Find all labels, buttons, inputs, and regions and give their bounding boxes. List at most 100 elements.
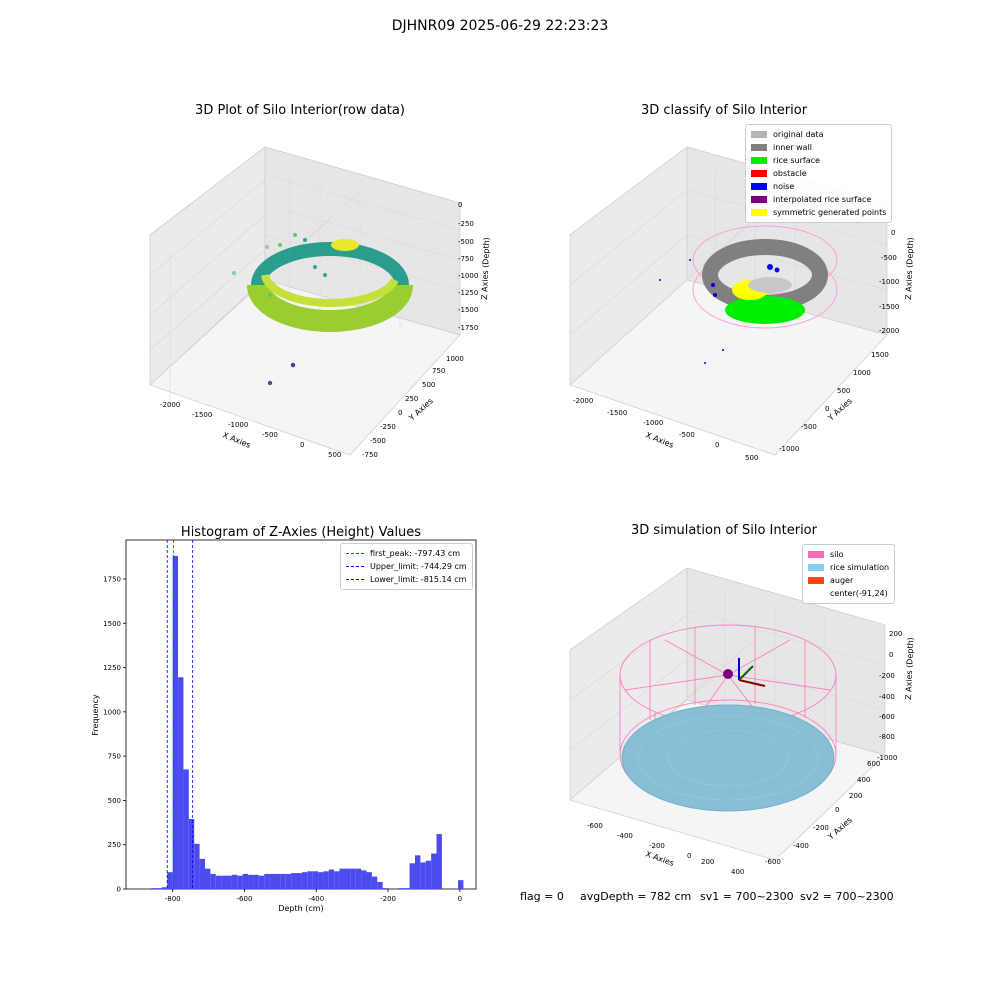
z-tick-label: -2000 [879,327,899,335]
simulation-y-ticks: -600 -400 -200 0 200 400 600 [765,760,880,866]
histogram-bar [264,873,270,889]
legend-item: interpolated rice surface [751,193,886,206]
histogram-bar [361,870,367,889]
histogram-chart: Histogram of Z-Axies (Height) Values -80… [91,525,477,913]
classify-point-cloud [659,225,838,364]
y-tick-label: 1000 [446,355,464,363]
legend-item: rice surface [751,154,886,167]
histogram-bar [226,875,232,889]
legend-item: noise [751,180,886,193]
legend-item: symmetric generated points [751,206,886,219]
y-tick-label: 0 [398,409,402,417]
histogram-bar [285,873,292,889]
x-tick-label: -1500 [192,411,212,419]
histogram-bar [366,872,372,889]
legend-label: rice surface [773,156,820,165]
simulation-x-ticks: -600 -400 -200 0 200 400 [587,822,744,876]
raw-z-ticks: 0 -250 -500 -750 -1000 -1250 -1500 -1750 [458,201,478,332]
x-tick-label: 500 [745,454,758,462]
classify-legend: original data inner wall rice surface ob… [745,124,893,223]
status-avg-depth: avgDepth = 782 cm [580,890,692,903]
histogram-bar [312,871,319,889]
y-tick-label: -500 [801,423,817,431]
histogram-bar [344,868,351,889]
z-tick-label: 200 [889,630,902,638]
histogram-bar [328,869,335,889]
histogram-bar [151,888,157,889]
y-tick-label: 200 [849,792,862,800]
histogram-bar [221,875,227,889]
histogram-bar [404,888,410,889]
x-tick-label: -600 [237,895,253,903]
legend-label: silo [830,550,844,559]
z-tick-label: -800 [879,733,895,741]
z-tick-label: -250 [458,220,474,228]
z-tick-label: -1000 [877,754,897,762]
histogram-bar [409,863,415,889]
legend-item: Lower_limit: -815.14 cm [346,573,467,586]
legend-label: Upper_limit: -744.29 cm [370,562,467,571]
histogram-bar [253,874,259,889]
simulation-x-axis-label: X Axies [644,849,675,868]
histogram-bar [161,887,168,889]
histogram-bar [339,868,345,889]
y-tick-label: 0 [117,886,121,894]
y-tick-label: 500 [837,387,850,395]
z-tick-label: -1500 [879,303,899,311]
legend-label: interpolated rice surface [773,195,872,204]
simulation-legend: silo rice simulation auger center(-91,24… [802,544,896,604]
y-tick-label: 1000 [853,369,871,377]
y-tick-label: -1000 [779,445,799,453]
x-tick-label: -500 [262,431,278,439]
histogram-bar [199,858,205,889]
histogram-bar [350,868,356,889]
histogram-legend: first_peak: -797.43 cm Upper_limit: -744… [340,543,473,590]
legend-label: inner wall [773,143,813,152]
x-tick-label: -500 [679,431,695,439]
simulation-rice-surface [621,704,835,812]
raw-z-axis-label: Z Axies (Depth) [480,237,491,300]
x-tick-label: -200 [649,842,665,850]
y-tick-label: 1750 [103,575,121,583]
y-tick-label: -500 [370,437,386,445]
z-tick-label: -1750 [458,324,478,332]
y-tick-label: 600 [867,760,880,768]
histogram-bar [458,880,464,889]
legend-label: noise [773,182,795,191]
raw-x-axis-label: X Axies [221,431,252,450]
y-tick-label: 750 [432,367,445,375]
legend-item: center(-91,24) [808,587,889,600]
histogram-bar [334,871,340,889]
x-tick-label: -200 [380,895,396,903]
x-tick-label: -400 [308,895,324,903]
y-tick-label: 750 [108,753,121,761]
y-tick-label: 500 [422,381,435,389]
raw-panel-title: 3D Plot of Silo Interior(row data) [195,103,405,118]
legend-label: center(-91,24) [830,589,888,598]
histogram-bar [167,872,173,889]
histogram-bar [269,873,275,889]
y-tick-label: 250 [405,395,418,403]
histogram-bar [215,875,222,889]
status-sv2: sv2 = 700~2300 [800,890,894,903]
legend-label: Lower_limit: -815.14 cm [370,575,467,584]
histogram-bar [231,874,238,889]
histogram-bar [204,868,211,889]
histogram-x-axis-label: Depth (cm) [278,904,323,913]
z-tick-label: -400 [879,693,895,701]
y-tick-label: 1500 [103,620,121,628]
histogram-bar [382,888,389,889]
histogram-bar [178,677,184,889]
legend-item: silo [808,548,889,561]
z-tick-label: -1000 [458,272,478,280]
figure-suptitle: DJHNR09 2025-06-29 22:23:23 [391,18,609,34]
z-tick-label: -500 [881,254,897,262]
simulation-auger [723,658,766,687]
classify-panel-title: 3D classify of Silo Interior [640,103,808,118]
histogram-bar [371,876,378,889]
legend-label: rice simulation [830,563,890,572]
y-tick-label: -400 [793,842,809,850]
x-tick-label: 0 [687,852,691,860]
y-tick-label: 250 [108,841,121,849]
histogram-bar [436,834,442,889]
